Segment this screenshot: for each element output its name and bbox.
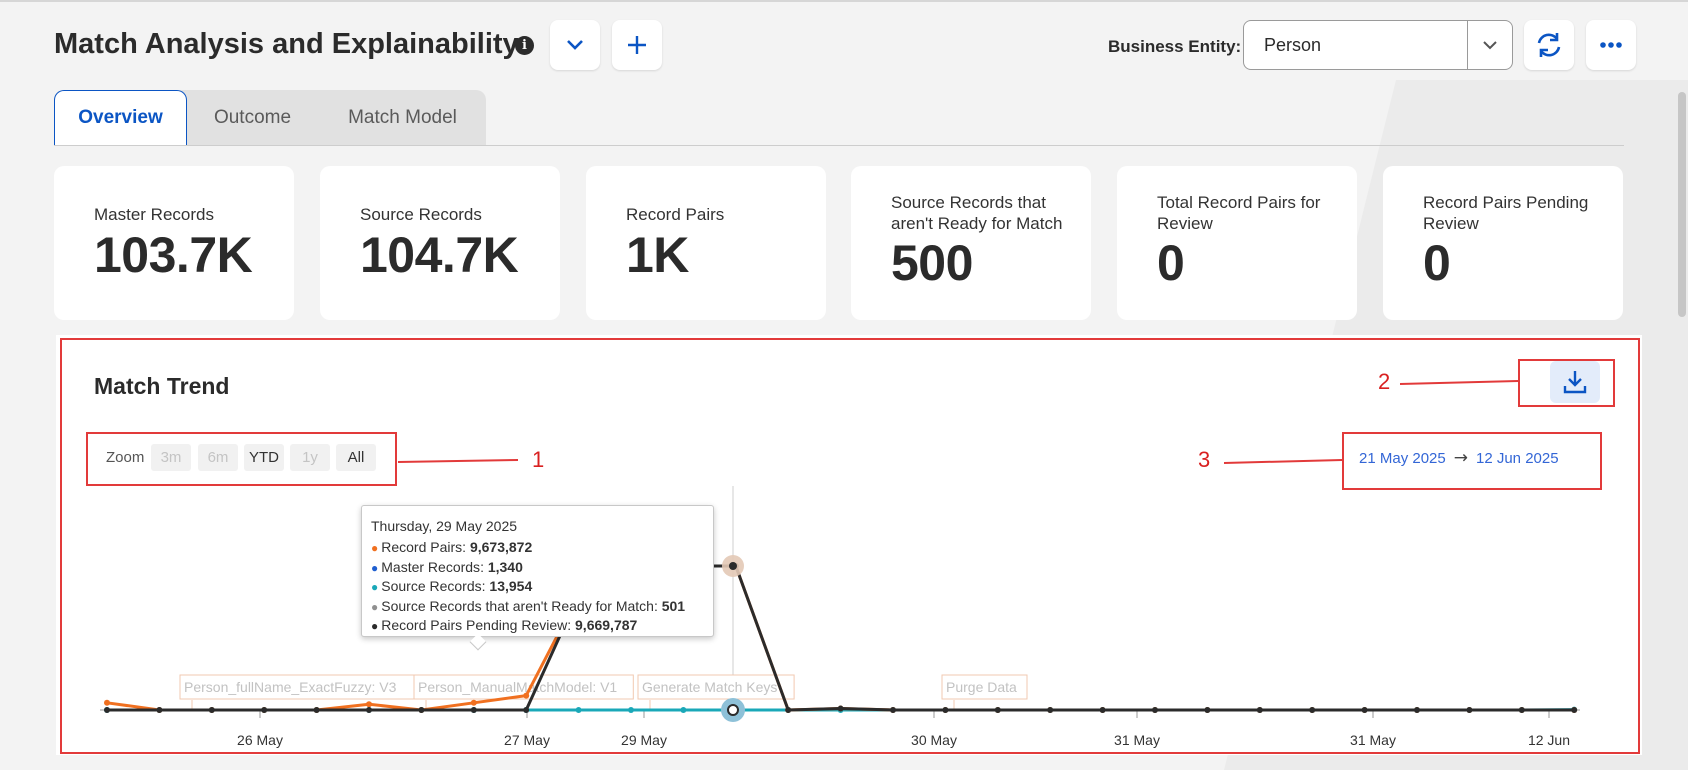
chevron-down-icon xyxy=(567,40,583,50)
select-divider xyxy=(1467,21,1468,69)
chevron-down-icon xyxy=(1483,41,1497,50)
download-icon xyxy=(1563,371,1587,394)
zoom-6m-button[interactable]: 6m xyxy=(198,444,238,471)
tab-match-model[interactable]: Match Model xyxy=(348,106,457,128)
annotation-number-3: 3 xyxy=(1198,447,1211,472)
tab-outcome[interactable]: Outcome xyxy=(213,106,292,128)
card-value: 500 xyxy=(891,235,973,291)
range-end-date[interactable]: 12 Jun 2025 xyxy=(1475,450,1559,467)
business-entity-select[interactable]: Person xyxy=(1243,20,1513,70)
series-dot-icon: ● xyxy=(371,541,379,555)
stat-card-not-ready: Source Records that aren't Ready for Mat… xyxy=(851,166,1091,320)
tooltip-row: ● Record Pairs Pending Review: 9,669,787 xyxy=(371,617,638,634)
series-dot-icon: ● xyxy=(371,599,379,614)
business-entity-label: Business Entity: xyxy=(1108,37,1242,56)
tab-underline xyxy=(54,145,1624,146)
stat-card-source-records: Source Records 104.7K xyxy=(320,166,560,320)
tab-overview[interactable]: Overview xyxy=(54,90,187,145)
series-dot-icon: ● xyxy=(371,619,379,634)
card-label: Source Records that aren't Ready for Mat… xyxy=(891,193,1063,233)
series-dot-icon: ● xyxy=(371,560,379,575)
chart-tooltip: Thursday, 29 May 2025 ● Record Pairs: 9,6… xyxy=(361,505,714,637)
card-value: 104.7K xyxy=(360,227,519,283)
tooltip-row: ● Source Records that aren't Ready for Ma… xyxy=(371,597,686,614)
card-label: Record Pairs Pending Review xyxy=(1423,193,1589,233)
date-range: 21 May 2025 → 12 Jun 2025 xyxy=(1359,448,1559,468)
page-title: Match Analysis and Explainability xyxy=(54,28,519,60)
top-border xyxy=(0,0,1688,2)
match-trend-title: Match Trend xyxy=(94,373,230,399)
add-button[interactable] xyxy=(612,20,662,70)
plus-icon xyxy=(628,36,646,54)
zoom-all-button[interactable]: All xyxy=(336,444,376,471)
range-arrow-icon: → xyxy=(1453,448,1468,468)
zoom-ytd-button[interactable]: YTD xyxy=(244,444,284,471)
tooltip-row: ● Record Pairs: 9,673,872 xyxy=(371,539,533,555)
card-value: 103.7K xyxy=(94,227,253,283)
card-value: 0 xyxy=(1157,235,1185,291)
range-start-date[interactable]: 21 May 2025 xyxy=(1359,450,1446,467)
card-value: 0 xyxy=(1423,235,1451,291)
refresh-icon xyxy=(1537,33,1561,57)
stat-card-total-review: Total Record Pairs for Review 0 xyxy=(1117,166,1357,320)
zoom-3m-button[interactable]: 3m xyxy=(151,444,191,471)
more-options-button[interactable] xyxy=(1586,20,1636,70)
view-dropdown-button[interactable] xyxy=(550,20,600,70)
tooltip-row: ● Source Records: 13,954 xyxy=(371,578,533,595)
card-label: Total Record Pairs for Review xyxy=(1157,193,1321,233)
card-label: Master Records xyxy=(94,205,214,224)
tooltip-row: ● Master Records: 1,340 xyxy=(371,558,523,575)
stat-card-pending-review: Record Pairs Pending Review 0 xyxy=(1383,166,1623,320)
info-icon[interactable]: i xyxy=(515,36,534,55)
zoom-label: Zoom xyxy=(106,449,145,466)
annotation-number-2: 2 xyxy=(1378,369,1391,394)
card-label: Record Pairs xyxy=(626,205,725,224)
card-value: 1K xyxy=(626,227,689,283)
refresh-button[interactable] xyxy=(1524,20,1574,70)
stat-card-record-pairs: Record Pairs 1K xyxy=(586,166,826,320)
zoom-1y-button[interactable]: 1y xyxy=(290,444,330,471)
business-entity-value: Person xyxy=(1264,35,1322,55)
series-dot-icon: ● xyxy=(371,580,379,595)
stat-card-master-records: Master Records 103.7K xyxy=(54,166,294,320)
card-label: Source Records xyxy=(360,205,482,224)
page-scrollbar[interactable] xyxy=(1678,92,1686,317)
download-button[interactable] xyxy=(1550,361,1600,403)
more-horizontal-icon xyxy=(1600,42,1622,48)
annotation-number-1: 1 xyxy=(532,447,545,472)
tooltip-title: Thursday, 29 May 2025 xyxy=(371,518,518,534)
